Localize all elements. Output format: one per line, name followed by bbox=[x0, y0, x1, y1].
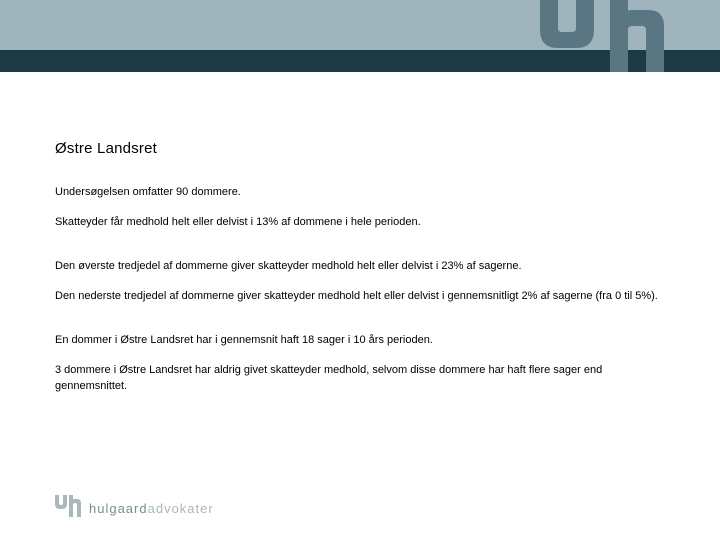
paragraph: Den nederste tredjedel af dommerne giver… bbox=[55, 289, 670, 305]
slide: Østre Landsret Undersøgelsen omfatter 90… bbox=[0, 0, 720, 540]
paragraph: Undersøgelsen omfatter 90 dommere. bbox=[55, 185, 670, 201]
paragraph: 3 dommere i Østre Landsret har aldrig gi… bbox=[55, 363, 670, 395]
footer-brand-text: hulgaardadvokater bbox=[89, 501, 214, 516]
paragraph: Skatteyder får medhold helt eller delvis… bbox=[55, 215, 670, 231]
paragraph: Den øverste tredjedel af dommerne giver … bbox=[55, 259, 670, 275]
footer-logo: hulgaardadvokater bbox=[55, 495, 214, 522]
footer-brand-left: hulgaard bbox=[89, 501, 148, 516]
footer-logo-icon bbox=[55, 495, 81, 522]
header-logo-icon bbox=[532, 0, 692, 77]
paragraph: En dommer i Østre Landsret har i gennems… bbox=[55, 333, 670, 349]
footer-brand-right: advokater bbox=[148, 501, 214, 516]
content-area: Østre Landsret Undersøgelsen omfatter 90… bbox=[55, 140, 670, 409]
page-title: Østre Landsret bbox=[55, 140, 670, 157]
